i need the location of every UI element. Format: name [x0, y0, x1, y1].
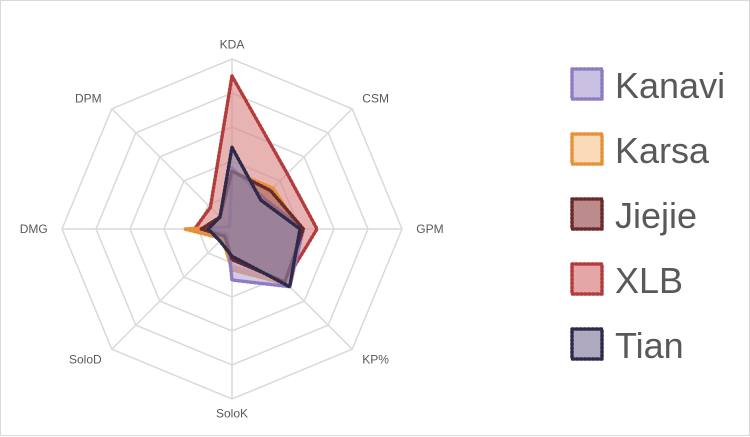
- legend-swatch-kanavi: [570, 67, 604, 101]
- chart-legend: Kanavi Karsa Jiejie XLB Tian: [570, 65, 725, 366]
- axis-label-kda: KDA: [220, 38, 245, 52]
- legend-swatch-jiejie: [570, 197, 604, 231]
- legend-label-xlb: XLB: [615, 260, 683, 301]
- radar-axis-labels: KDA CSM GPM KP% SoloK SoloD DMG DPM: [20, 38, 444, 421]
- legend-swatch-xlb: [570, 262, 604, 296]
- legend-label-karsa: Karsa: [615, 130, 710, 171]
- axis-label-kppct: KP%: [362, 352, 389, 366]
- legend-label-jiejie: Jiejie: [615, 195, 697, 236]
- axis-label-gpm: GPM: [416, 222, 443, 236]
- legend-swatch-tian: [570, 327, 604, 361]
- radar-series: [182, 74, 319, 289]
- axis-label-solod: SoloD: [69, 352, 102, 366]
- axis-label-dmg: DMG: [20, 222, 48, 236]
- legend-label-tian: Tian: [615, 325, 684, 366]
- axis-label-solok: SoloK: [216, 406, 248, 420]
- series-tian: [206, 145, 302, 289]
- axis-label-csm: CSM: [362, 92, 389, 106]
- legend-swatch-karsa: [570, 132, 604, 166]
- spoke-solod: [111, 228, 233, 350]
- legend-label-kanavi: Kanavi: [615, 65, 725, 106]
- axis-label-dpm: DPM: [75, 92, 102, 106]
